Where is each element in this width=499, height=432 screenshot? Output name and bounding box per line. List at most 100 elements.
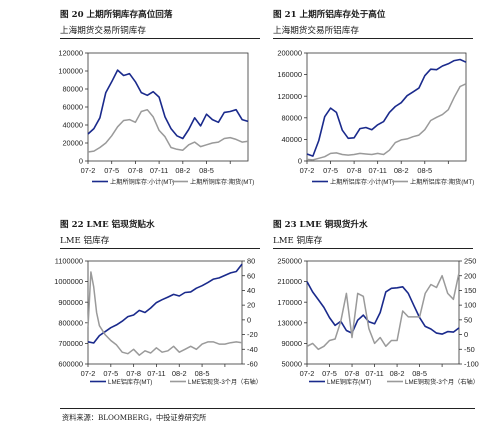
x-tick-label: 07-8 [345, 369, 360, 378]
x-tick-label: 08-2 [394, 166, 409, 175]
figure-title: 图 22 LME 铝现货贴水 [60, 220, 155, 230]
x-tick-label: 07-5 [104, 166, 119, 175]
y2-tick-label: 150 [464, 286, 476, 295]
y-tick-label: 40000 [62, 121, 83, 130]
series-line [306, 58, 467, 157]
y-tick-label: 0 [298, 157, 302, 166]
x-tick-label: 08-5 [195, 369, 210, 378]
y2-tick-label: 200 [464, 271, 476, 280]
y-tick-label: 0 [79, 157, 83, 166]
y-tick-label: 20000 [62, 139, 83, 148]
y2-tick-label: 80 [247, 257, 255, 266]
y2-tick-label: 50 [464, 315, 472, 324]
y2-tick-label: 250 [464, 257, 476, 266]
y-tick-label: 100000 [58, 67, 83, 76]
y2-tick-label: 60 [247, 271, 255, 280]
y-tick-label: 90000 [281, 339, 302, 348]
x-tick-label: 07-11 [368, 166, 386, 175]
plot-frame [306, 260, 460, 365]
legend-label: LME铝库存(MT) [108, 378, 152, 386]
y2-tick-label: 0 [247, 315, 251, 324]
x-tick-label: 07-8 [128, 166, 143, 175]
y-tick-label: 1100000 [55, 257, 83, 266]
y2-tick-label: -50 [464, 345, 475, 354]
y-tick-label: 210000 [277, 277, 302, 286]
x-tick-label: 07-2 [300, 369, 315, 378]
title-rule [60, 38, 260, 39]
title-rule [273, 38, 473, 39]
y-tick-label: 120000 [277, 92, 302, 101]
y-tick-label: 170000 [277, 298, 302, 307]
legend-label: LME铜库存(MT) [327, 378, 371, 386]
y-tick-label: 900000 [58, 298, 83, 307]
footer-rule [60, 408, 475, 409]
figure-title: 图 21 上期所铝库存处于高位 [273, 10, 386, 20]
x-tick-label: 07-2 [300, 166, 315, 175]
y2-tick-label: 20 [247, 301, 255, 310]
y-tick-label: 80000 [62, 85, 83, 94]
figure-title: 图 20 上期所铜库存高位回落 [60, 10, 173, 20]
y-tick-label: 160000 [277, 70, 302, 79]
title-rule [60, 248, 260, 249]
figure-subtitle: LME 铝库存 [60, 236, 110, 246]
figure-subtitle: 上海期货交易所铝库存 [273, 26, 359, 36]
series-line [306, 281, 460, 335]
y-tick-label: 130000 [277, 318, 302, 327]
x-tick-label: 07-8 [347, 166, 362, 175]
y-tick-label: 120000 [58, 49, 83, 58]
x-tick-label: 08-2 [172, 369, 187, 378]
y2-tick-label: 40 [247, 286, 255, 295]
series-line [87, 263, 243, 344]
source-note: 资料来源：BLOOMBERG，中投证券研究所 [62, 413, 207, 422]
x-tick-label: 07-5 [103, 369, 118, 378]
legend-label: LME铜现货-3个月（右轴） [405, 378, 479, 386]
y-tick-label: 50000 [281, 360, 302, 369]
legend-label: 上期所铝库存:期货(MT) [410, 178, 474, 186]
legend-label: LME铝现货-3个月（右轴） [188, 378, 262, 386]
x-tick-label: 08-5 [199, 166, 214, 175]
legend-label: 上期所铝库存:小计(MT) [330, 178, 394, 186]
y-tick-label: 60000 [62, 103, 83, 112]
x-tick-label: 07-2 [81, 369, 96, 378]
x-tick-label: 07-5 [322, 369, 337, 378]
series-line [306, 83, 467, 161]
y-tick-label: 700000 [58, 339, 83, 348]
figure-title: 图 23 LME 铜现货升水 [273, 220, 368, 230]
x-tick-label: 07-2 [81, 166, 96, 175]
series-line [87, 271, 243, 356]
plot-frame [87, 260, 243, 365]
legend-label: 上期所铜库存:期货(MT) [190, 178, 254, 186]
y2-tick-label: 100 [464, 301, 476, 310]
x-tick-label: 08-5 [417, 166, 432, 175]
y2-tick-label: -40 [247, 345, 258, 354]
series-line [87, 108, 249, 153]
x-tick-label: 08-2 [175, 166, 190, 175]
y2-tick-label: 0 [464, 330, 468, 339]
y2-tick-label: -20 [247, 330, 258, 339]
x-tick-label: 07-11 [147, 369, 165, 378]
y2-tick-label: -60 [247, 360, 258, 369]
plot-frame [306, 52, 467, 162]
title-rule [273, 248, 473, 249]
x-tick-label: 08-2 [390, 369, 405, 378]
figure-subtitle: 上海期货交易所铜库存 [60, 26, 146, 36]
y-tick-label: 40000 [281, 135, 302, 144]
y-tick-label: 200000 [277, 49, 302, 58]
x-tick-label: 07-5 [323, 166, 338, 175]
x-tick-label: 08-5 [412, 369, 427, 378]
legend-label: 上期所铜库存:小计(MT) [110, 178, 174, 186]
y-tick-label: 800000 [58, 318, 83, 327]
x-tick-label: 07-11 [365, 369, 383, 378]
y2-tick-label: -100 [464, 360, 479, 369]
figure-subtitle: LME 铜库存 [273, 236, 323, 246]
series-line [306, 272, 460, 351]
x-tick-label: 07-8 [126, 369, 141, 378]
y-tick-label: 1000000 [54, 277, 83, 286]
y-tick-label: 250000 [277, 257, 302, 266]
series-line [87, 69, 249, 140]
y-tick-label: 80000 [281, 113, 302, 122]
